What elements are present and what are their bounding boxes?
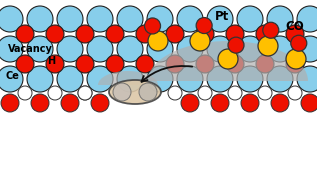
Circle shape <box>1 94 19 112</box>
Circle shape <box>27 6 53 32</box>
Ellipse shape <box>109 80 161 104</box>
Circle shape <box>18 86 32 100</box>
Circle shape <box>226 25 244 43</box>
Circle shape <box>207 66 233 92</box>
Circle shape <box>147 36 173 62</box>
Circle shape <box>267 36 293 62</box>
Circle shape <box>271 94 289 112</box>
Circle shape <box>46 55 64 73</box>
Circle shape <box>218 49 238 69</box>
Circle shape <box>147 66 173 92</box>
Circle shape <box>48 86 62 100</box>
Circle shape <box>78 86 92 100</box>
Text: Vacancy: Vacancy <box>8 44 53 54</box>
Circle shape <box>263 22 279 38</box>
Circle shape <box>177 6 203 32</box>
Circle shape <box>106 55 124 73</box>
Circle shape <box>0 6 23 32</box>
Circle shape <box>256 25 274 43</box>
Circle shape <box>136 55 154 73</box>
Circle shape <box>27 36 53 62</box>
Circle shape <box>297 36 317 62</box>
Circle shape <box>258 86 272 100</box>
Text: Ce: Ce <box>5 71 19 81</box>
Circle shape <box>301 94 317 112</box>
Circle shape <box>286 55 304 73</box>
Circle shape <box>61 94 79 112</box>
Circle shape <box>31 94 49 112</box>
Circle shape <box>198 86 212 100</box>
Ellipse shape <box>148 41 308 121</box>
Circle shape <box>297 6 317 32</box>
Text: CO: CO <box>285 20 304 33</box>
Circle shape <box>117 6 143 32</box>
Circle shape <box>117 36 143 62</box>
Circle shape <box>237 36 263 62</box>
Circle shape <box>16 25 34 43</box>
Circle shape <box>87 66 113 92</box>
Circle shape <box>87 6 113 32</box>
Circle shape <box>207 6 233 32</box>
Circle shape <box>57 66 83 92</box>
Circle shape <box>16 55 34 73</box>
Circle shape <box>168 86 182 100</box>
Circle shape <box>177 66 203 92</box>
Circle shape <box>113 83 131 101</box>
Circle shape <box>76 55 94 73</box>
Circle shape <box>288 86 302 100</box>
Circle shape <box>27 66 53 92</box>
Circle shape <box>57 36 83 62</box>
Circle shape <box>166 55 184 73</box>
Text: H: H <box>47 56 55 66</box>
Circle shape <box>228 37 244 53</box>
Circle shape <box>57 6 83 32</box>
Circle shape <box>117 66 143 92</box>
Circle shape <box>267 6 293 32</box>
Circle shape <box>136 25 154 43</box>
Circle shape <box>190 31 210 51</box>
Circle shape <box>147 6 173 32</box>
Circle shape <box>196 55 214 73</box>
Circle shape <box>286 49 306 69</box>
Circle shape <box>196 25 214 43</box>
Circle shape <box>181 94 199 112</box>
Circle shape <box>267 66 293 92</box>
Circle shape <box>76 25 94 43</box>
Circle shape <box>207 36 233 62</box>
Circle shape <box>91 94 109 112</box>
Circle shape <box>196 18 212 33</box>
Circle shape <box>237 6 263 32</box>
Circle shape <box>226 55 244 73</box>
Circle shape <box>87 36 113 62</box>
Circle shape <box>286 25 304 43</box>
Circle shape <box>241 94 259 112</box>
Circle shape <box>237 66 263 92</box>
Circle shape <box>291 35 307 51</box>
Circle shape <box>139 83 157 101</box>
Circle shape <box>258 36 278 56</box>
Circle shape <box>0 66 23 92</box>
Circle shape <box>256 55 274 73</box>
Circle shape <box>177 36 203 62</box>
Ellipse shape <box>98 71 158 99</box>
Circle shape <box>145 18 160 34</box>
Circle shape <box>297 66 317 92</box>
Circle shape <box>166 25 184 43</box>
Circle shape <box>211 94 229 112</box>
Circle shape <box>46 25 64 43</box>
Circle shape <box>0 36 23 62</box>
Circle shape <box>78 86 92 100</box>
Text: Pt: Pt <box>215 11 229 23</box>
Circle shape <box>106 25 124 43</box>
Circle shape <box>228 86 242 100</box>
Circle shape <box>148 31 168 51</box>
